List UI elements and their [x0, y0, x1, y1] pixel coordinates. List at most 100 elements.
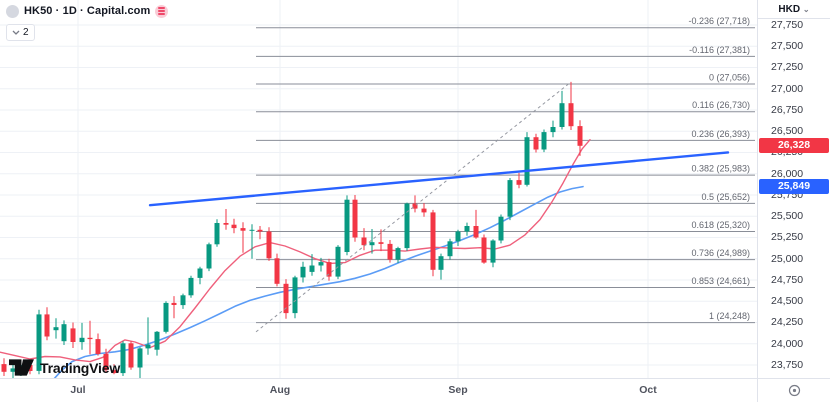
candle [309, 265, 315, 272]
fib-level-label: 0.853 (24,661) [691, 276, 750, 286]
candle [249, 229, 255, 231]
candle [163, 302, 169, 332]
time-axis-label-aug: Aug [269, 384, 291, 396]
candle [412, 203, 418, 209]
candle [516, 180, 522, 185]
price-axis-label: 25,500 [771, 210, 804, 223]
candle [87, 337, 93, 340]
trendline-drawing [148, 151, 730, 207]
fib-level-label: 0 (27,056) [709, 72, 750, 82]
indicator-count: 2 [23, 27, 29, 38]
fib-level-label: 0.116 (26,730) [692, 100, 750, 110]
candle [292, 277, 298, 314]
price-axis-label: 24,500 [771, 295, 804, 308]
candle [300, 266, 306, 278]
price-axis-label: 27,750 [771, 18, 804, 31]
candle [44, 314, 50, 337]
symbol-logo-icon [6, 4, 19, 18]
candle [206, 244, 212, 269]
candle [240, 228, 246, 231]
broker-menu-icon[interactable] [155, 4, 169, 18]
candle [352, 199, 358, 238]
candle [214, 223, 220, 245]
axis-settings-icon[interactable] [788, 384, 801, 397]
chart-canvas[interactable]: -0.236 (27,718) -0.116 (27,381) 0 (27,056)… [0, 0, 757, 378]
candle [369, 242, 375, 246]
price-axis[interactable]: HKD ⌄ 27,750 27,500 27,250 27,000 26,750 26,5… [757, 0, 830, 378]
candle [61, 324, 67, 342]
price-axis-label: 24,750 [771, 273, 804, 286]
candle [541, 132, 547, 150]
price-axis-currency[interactable]: HKD ⌄ [758, 0, 830, 19]
fib-level-label: 0.736 (24,989) [691, 248, 750, 258]
candle [361, 237, 367, 246]
price-axis-label: 25,250 [771, 231, 804, 244]
fib-level-label: -0.116 (27,381) [689, 45, 750, 55]
time-axis-label-sep: Sep [448, 384, 468, 396]
candle [223, 223, 229, 225]
candle [455, 231, 461, 242]
candle [404, 203, 410, 249]
time-axis-label-oct: Oct [639, 384, 657, 396]
candle [568, 103, 574, 127]
candles-layer [1, 81, 583, 378]
candle [498, 216, 504, 241]
candle [507, 180, 513, 217]
candle [559, 103, 565, 127]
candle [257, 229, 263, 232]
candle [197, 268, 203, 278]
price-axis-label: 27,000 [771, 82, 804, 95]
candle [1, 364, 7, 372]
candle [387, 243, 393, 260]
candle [120, 343, 126, 374]
candle [550, 127, 556, 133]
candle [395, 248, 401, 260]
candle [95, 339, 101, 354]
price-axis-label: 26,500 [771, 125, 804, 138]
candle [266, 231, 272, 259]
price-axis-label: 27,250 [771, 61, 804, 74]
symbol-title[interactable]: HK50 · 1D · Capital.com [24, 5, 151, 17]
fib-level-label: 1 (24,248) [709, 311, 750, 321]
candle [274, 258, 280, 284]
price-axis-label: 23,750 [771, 358, 804, 371]
price-axis-label: 26,750 [771, 103, 804, 116]
price-axis-label: 27,500 [771, 40, 804, 53]
ma-value-badge: 25,849 [759, 179, 829, 195]
candle [318, 262, 324, 266]
candle [533, 137, 539, 150]
candle [447, 241, 453, 257]
candle [464, 226, 470, 232]
price-axis-label: 24,000 [771, 337, 804, 350]
candle [10, 368, 16, 372]
fib-level-label: 0.5 (25,652) [701, 192, 750, 202]
chart-pane[interactable]: -0.236 (27,718) -0.116 (27,381) 0 (27,056)… [0, 0, 757, 378]
candle [378, 242, 384, 244]
dashed-guide-line [255, 82, 571, 333]
candle [577, 126, 583, 146]
tradingview-logo-text: TradingView [40, 359, 121, 376]
candle [438, 256, 444, 270]
tradingview-logo-icon [9, 359, 34, 376]
candle [128, 343, 134, 368]
time-axis[interactable]: Jul Aug Sep Oct [0, 378, 757, 402]
candle [335, 246, 341, 277]
candle [490, 240, 496, 263]
candle [421, 208, 427, 213]
candle [79, 337, 85, 343]
tradingview-watermark[interactable]: TradingView [9, 359, 120, 376]
candle [171, 302, 177, 305]
candle [344, 199, 350, 252]
candle [473, 226, 479, 238]
fib-level-label: 0.618 (25,320) [691, 220, 750, 230]
candle [137, 348, 143, 368]
chevron-down-icon [12, 30, 20, 35]
candle [36, 314, 42, 371]
time-axis-label-jul: Jul [70, 384, 86, 396]
legend-collapse-button[interactable]: 2 [6, 24, 35, 41]
candle [180, 295, 186, 306]
candle [481, 237, 487, 263]
currency-caret-icon: ⌄ [802, 5, 810, 14]
candle [188, 277, 194, 296]
